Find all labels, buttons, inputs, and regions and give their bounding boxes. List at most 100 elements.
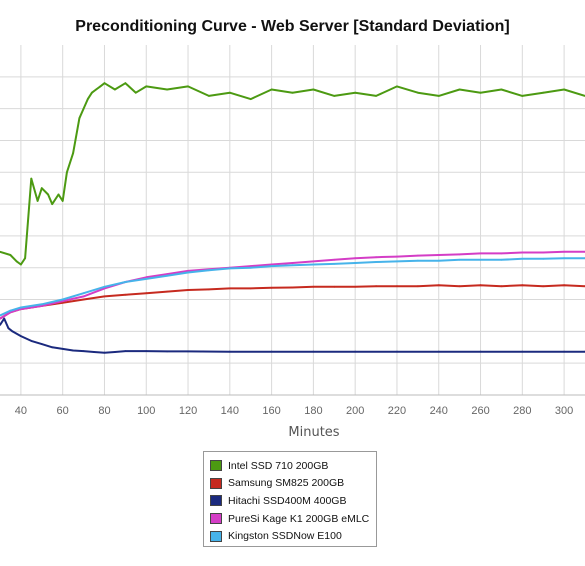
data-point-0-7 — [40, 187, 43, 190]
data-point-2-26 — [563, 350, 565, 353]
data-point-0-10 — [57, 193, 60, 196]
legend-item-3: PureSi Kage K1 200GB eMLC — [210, 510, 376, 528]
x-tick-label-13: 300 — [555, 405, 573, 417]
data-point-1-25 — [500, 285, 503, 288]
data-point-2-24 — [479, 350, 482, 353]
data-point-2-6 — [40, 343, 43, 345]
data-point-1-6 — [103, 295, 106, 298]
legend-label-2: Hitachi SSD400M 400GB — [228, 494, 347, 507]
data-point-3-19 — [375, 256, 377, 259]
legend-swatch-3 — [210, 513, 222, 525]
series-lines — [0, 82, 585, 354]
data-point-0-34 — [354, 91, 357, 94]
series-line-1 — [0, 284, 585, 320]
data-point-0-6 — [36, 200, 39, 202]
data-point-0-2 — [15, 260, 18, 263]
data-point-0-33 — [333, 95, 336, 97]
data-point-2-20 — [312, 350, 315, 353]
data-point-3-22 — [437, 254, 440, 256]
x-tick-label-6: 160 — [262, 405, 280, 417]
data-point-2-10 — [82, 350, 85, 352]
data-point-4-17 — [333, 263, 336, 265]
data-point-1-22 — [437, 284, 440, 287]
data-point-2-12 — [103, 351, 106, 354]
data-point-3-17 — [333, 258, 336, 261]
data-point-4-21 — [417, 259, 419, 262]
data-point-0-5 — [30, 177, 33, 180]
data-point-0-29 — [249, 98, 252, 100]
x-tick-label-1: 60 — [57, 405, 69, 417]
data-point-4-5 — [82, 292, 85, 295]
data-point-3-15 — [291, 262, 294, 264]
data-point-0-32 — [312, 88, 315, 91]
series-2 — [0, 317, 585, 354]
data-point-0-3 — [20, 263, 22, 266]
data-point-4-24 — [479, 258, 482, 261]
data-point-3-10 — [187, 270, 189, 272]
data-point-4-26 — [521, 257, 524, 260]
data-point-3-18 — [354, 257, 357, 260]
data-point-4-4 — [61, 298, 64, 301]
legend-swatch-0 — [210, 460, 222, 472]
data-point-0-16 — [86, 98, 89, 100]
data-point-4-16 — [312, 263, 315, 266]
data-point-2-15 — [145, 350, 148, 352]
data-point-4-20 — [396, 260, 398, 263]
legend-swatch-2 — [210, 495, 222, 507]
data-point-1-8 — [145, 292, 148, 295]
data-point-1-26 — [521, 284, 524, 287]
data-point-4-1 — [9, 309, 12, 312]
data-point-1-15 — [291, 286, 294, 289]
data-point-0-35 — [375, 95, 377, 97]
data-point-0-22 — [124, 82, 127, 85]
data-point-0-42 — [521, 95, 524, 97]
data-point-2-7 — [51, 346, 54, 349]
data-point-1-14 — [270, 286, 273, 289]
x-tick-label-9: 220 — [388, 405, 406, 417]
data-point-1-27 — [542, 285, 545, 288]
data-point-4-0 — [0, 314, 1, 317]
data-point-2-17 — [187, 350, 189, 353]
data-point-4-22 — [437, 259, 440, 262]
x-tick-label-10: 240 — [430, 405, 448, 417]
data-point-0-8 — [47, 193, 49, 196]
data-point-4-25 — [500, 258, 503, 261]
data-point-2-23 — [437, 350, 440, 353]
legend-item-1: Samsung SM825 200GB — [210, 475, 376, 493]
data-point-4-12 — [228, 267, 231, 270]
data-point-3-24 — [479, 252, 482, 255]
data-point-2-19 — [270, 350, 273, 353]
data-point-3-25 — [500, 252, 503, 255]
data-point-2-5 — [30, 340, 33, 342]
x-tick-label-2: 80 — [98, 405, 110, 417]
data-point-0-0 — [0, 250, 1, 253]
data-point-4-2 — [20, 306, 22, 309]
data-point-0-36 — [396, 85, 398, 88]
data-point-4-6 — [103, 285, 106, 288]
legend-label-0: Intel SSD 710 200GB — [228, 459, 329, 472]
data-point-2-14 — [124, 350, 127, 352]
data-point-1-19 — [375, 285, 377, 288]
data-point-1-7 — [124, 293, 127, 296]
data-point-1-28 — [563, 284, 565, 287]
data-point-1-11 — [208, 288, 210, 291]
data-point-4-18 — [354, 262, 357, 264]
legend-item-4: Kingston SSDNow E100 — [210, 527, 376, 545]
data-point-3-5 — [82, 295, 85, 298]
data-point-0-30 — [270, 88, 273, 91]
data-point-0-27 — [208, 95, 210, 97]
data-point-1-5 — [82, 298, 85, 301]
data-point-0-14 — [78, 117, 81, 120]
series-line-4 — [0, 257, 585, 317]
data-point-4-15 — [291, 264, 294, 267]
legend-swatch-1 — [210, 477, 222, 489]
data-point-2-8 — [61, 348, 64, 350]
data-point-2-13 — [114, 351, 116, 353]
data-point-4-19 — [375, 261, 377, 263]
data-point-1-20 — [396, 285, 398, 288]
data-point-3-26 — [521, 251, 524, 254]
data-point-1-10 — [187, 289, 189, 291]
data-point-3-21 — [417, 254, 419, 257]
x-axis-title: Minutes — [288, 425, 339, 440]
